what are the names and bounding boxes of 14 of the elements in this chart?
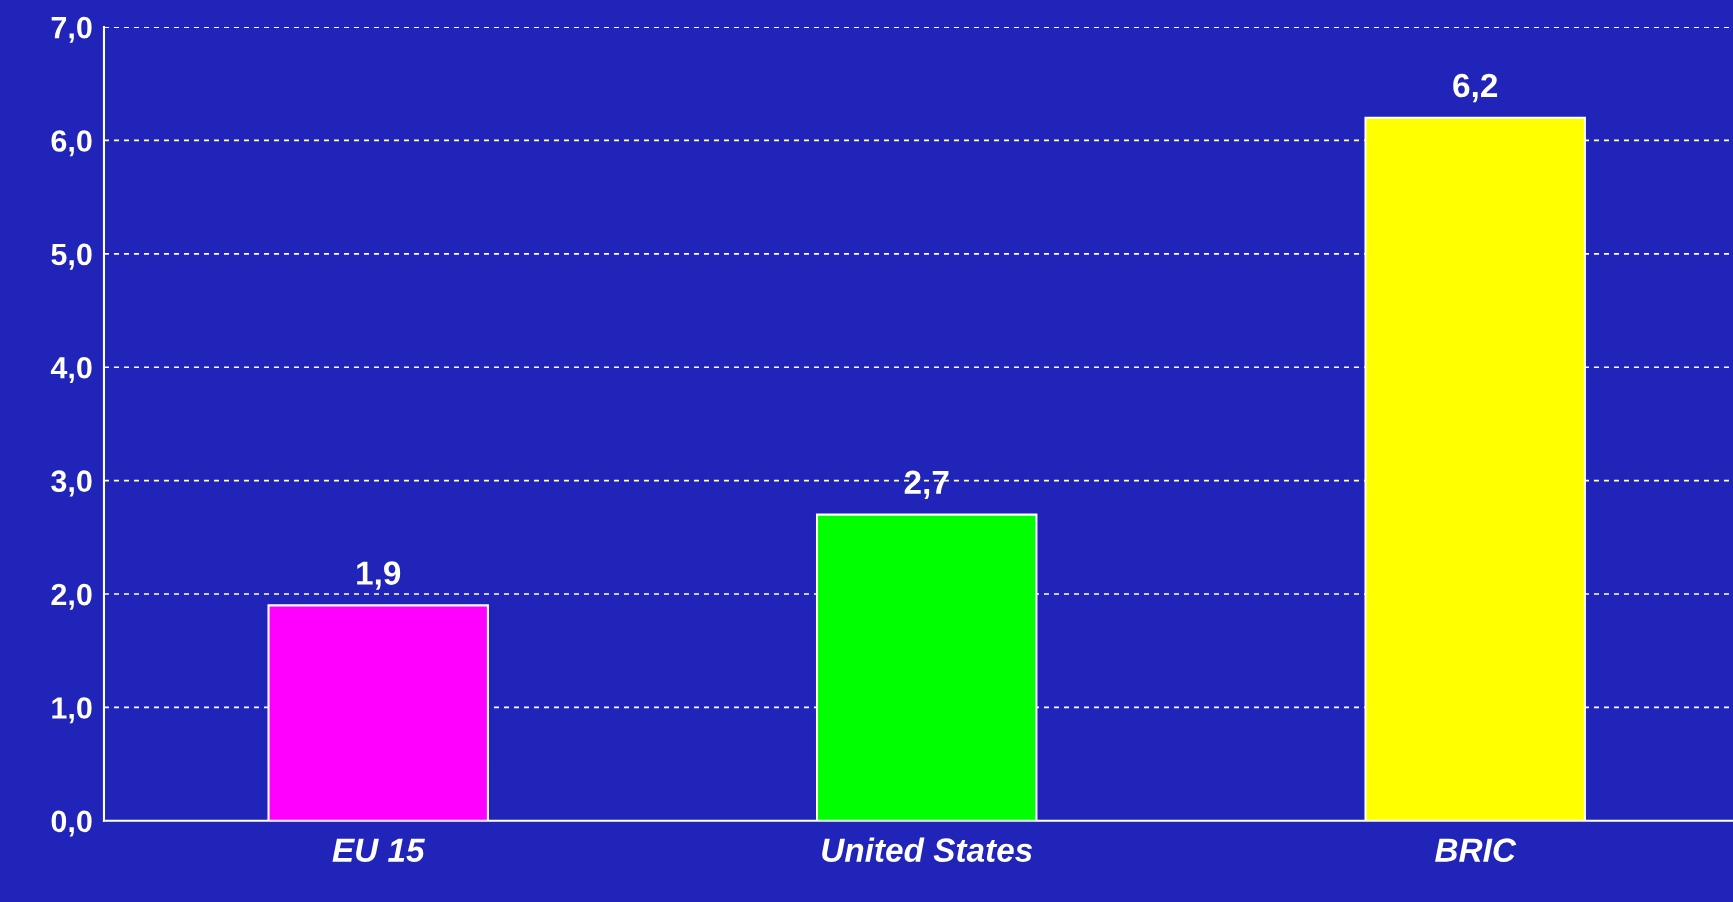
y-tick-label: 6,0 [51,130,92,157]
y-tick-label: 2,0 [51,583,92,610]
y-tick-label: 7,0 [51,16,92,43]
data-label: 1,9 [357,561,401,590]
x-tick-label: United States [822,837,1033,862]
y-tick-label: 3,0 [51,470,92,497]
y-tick-label: 4,0 [50,356,92,384]
x-tick-label: EU 15 [332,838,425,862]
y-tick-label: 1,0 [52,697,92,724]
y-tick-label: 5,0 [51,243,92,270]
data-label: 6,2 [1453,73,1498,103]
data-label: 2,7 [904,470,949,500]
y-tick-label: 0,0 [51,810,92,837]
x-tick-label: BRIC [1435,838,1517,862]
